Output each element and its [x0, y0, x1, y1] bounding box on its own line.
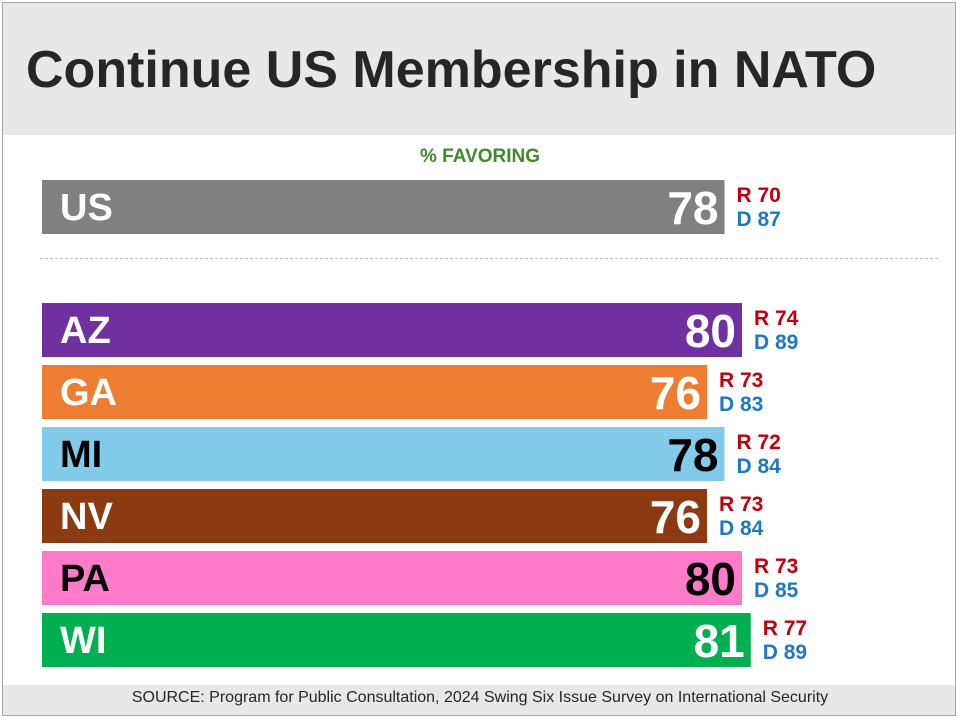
category-label-wi: WI — [60, 620, 106, 662]
category-label-us: US — [60, 187, 113, 229]
category-label-pa: PA — [60, 558, 110, 600]
category-label-az: AZ — [60, 310, 111, 352]
democrat-label-az: D 89 — [754, 331, 798, 354]
democrat-label-us: D 87 — [737, 208, 781, 231]
bar-pa — [42, 551, 742, 605]
value-label-us: 78 — [667, 182, 718, 234]
source-note: SOURCE: Program for Public Consultation,… — [131, 689, 829, 706]
democrat-label-nv: D 84 — [719, 517, 764, 540]
democrat-label-wi: D 89 — [763, 641, 807, 664]
republican-label-us: R 70 — [737, 184, 781, 207]
democrat-label-mi: D 84 — [737, 455, 782, 478]
value-label-az: 80 — [685, 305, 736, 357]
bar-mi — [42, 427, 725, 481]
value-label-wi: 81 — [694, 615, 745, 667]
value-label-mi: 78 — [667, 429, 718, 481]
republican-label-ga: R 73 — [719, 369, 763, 392]
bar-ga — [42, 365, 707, 419]
bar-az — [42, 303, 742, 357]
republican-label-mi: R 72 — [737, 431, 781, 454]
title-band — [3, 3, 955, 135]
bar-nv — [42, 489, 707, 543]
chart-title: Continue US Membership in NATO — [26, 41, 877, 99]
category-label-ga: GA — [60, 372, 117, 414]
source-band — [3, 685, 955, 715]
democrat-label-ga: D 83 — [719, 393, 763, 416]
republican-label-wi: R 77 — [763, 617, 807, 640]
chart-subtitle: % FAVORING — [420, 146, 540, 167]
republican-label-pa: R 73 — [754, 555, 798, 578]
republican-label-az: R 74 — [754, 307, 799, 330]
value-label-pa: 80 — [685, 553, 736, 605]
republican-label-nv: R 73 — [719, 493, 763, 516]
value-label-nv: 76 — [650, 491, 701, 543]
category-label-mi: MI — [60, 434, 102, 476]
value-label-ga: 76 — [650, 367, 701, 419]
category-label-nv: NV — [60, 496, 113, 538]
bar-wi — [42, 613, 751, 667]
democrat-label-pa: D 85 — [754, 579, 799, 602]
bar-us — [42, 180, 725, 234]
us-states-divider — [40, 258, 938, 259]
